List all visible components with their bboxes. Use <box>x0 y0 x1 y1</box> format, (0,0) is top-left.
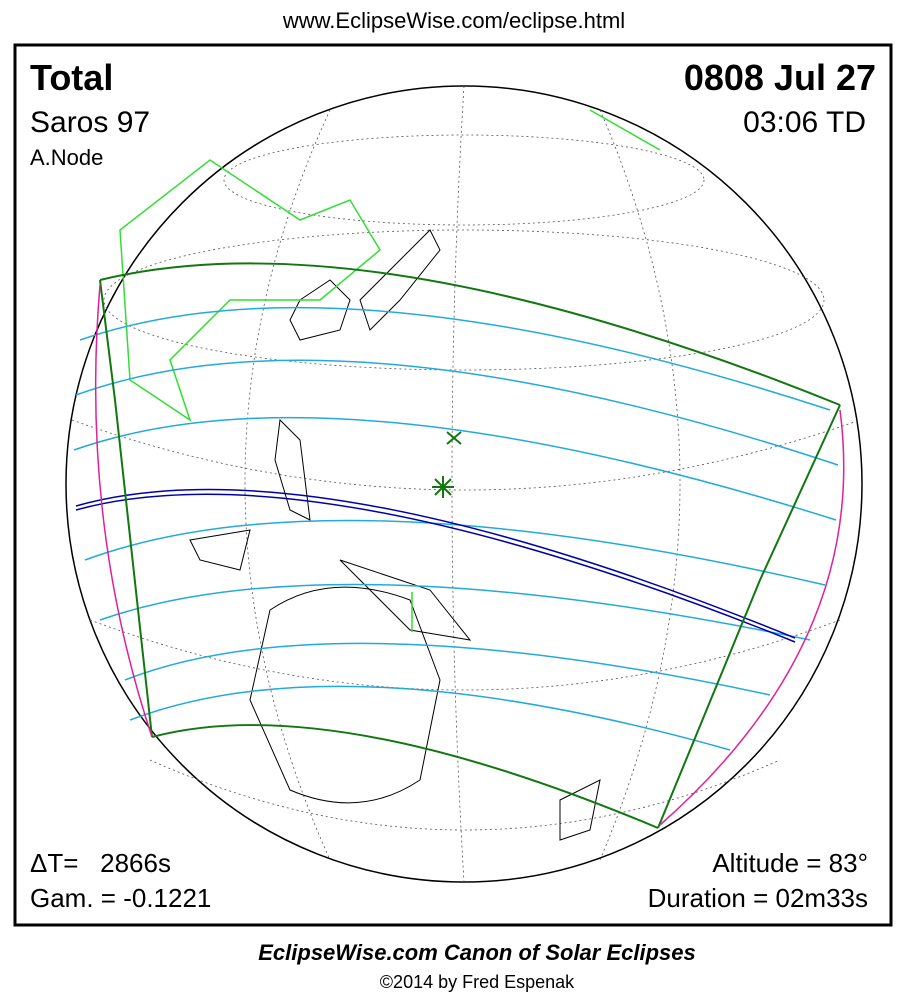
altitude: Altitude = 83° <box>712 848 868 878</box>
copyright: ©2014 by Fred Espenak <box>380 972 575 992</box>
time: 03:06 TD <box>743 106 866 139</box>
duration: Duration = 02m33s <box>648 883 868 913</box>
date: 0808 Jul 27 <box>684 57 876 98</box>
frame <box>13 43 893 927</box>
footer-title: EclipseWise.com Canon of Solar Eclipses <box>258 940 696 965</box>
info: Total Saros 97 A.Node 0808 Jul 27 03:06 … <box>30 57 876 913</box>
globe <box>65 85 863 883</box>
delta-t: ΔT= 2866s <box>30 848 171 878</box>
saros: Saros 97 <box>30 106 150 139</box>
url: www.EclipseWise.com/eclipse.html <box>282 8 625 33</box>
eclipse-type: Total <box>30 57 113 98</box>
node: A.Node <box>30 145 103 170</box>
gamma: Gam. = -0.1221 <box>30 883 211 913</box>
